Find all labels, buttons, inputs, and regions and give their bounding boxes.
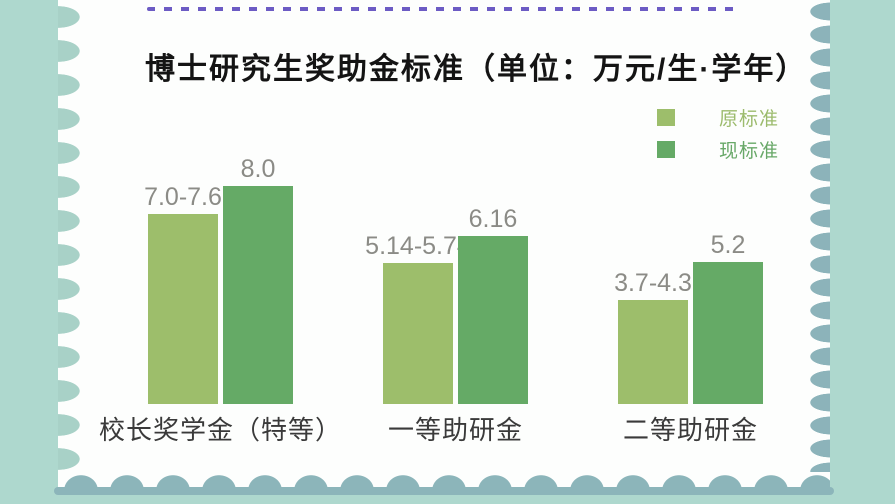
bar-group-1: 7.0-7.6 8.0 校长奖学金（特等） <box>99 0 341 504</box>
value-label-old-standard: 5.14-5.74 <box>365 232 471 260</box>
value-label-old-standard: 3.7-4.3 <box>614 269 692 297</box>
stamp-right-perforation <box>804 0 830 472</box>
chart-legend: 原标准 现标准 <box>657 106 779 170</box>
category-label: 二等助研金 <box>622 415 759 445</box>
bar-new-standard <box>223 186 293 404</box>
category-label: 一等助研金 <box>387 415 524 445</box>
value-label-new-standard: 8.0 <box>240 155 276 183</box>
bar-group-3: 3.7-4.3 5.2 二等助研金 <box>614 0 763 504</box>
stamp-bottom-scallop-line <box>54 487 834 495</box>
legend-item-old-standard: 原标准 <box>657 106 780 130</box>
legend-label-old-standard: 原标准 <box>719 108 780 130</box>
bar-new-standard <box>458 236 528 404</box>
legend-swatch-new-standard <box>657 140 675 158</box>
bar-new-standard <box>693 262 763 404</box>
dashed-divider <box>147 7 737 11</box>
value-label-new-standard: 5.2 <box>710 231 746 259</box>
chart-title: 博士研究生奖助金标准（单位：万元/生·学年） <box>145 53 808 86</box>
stamp-left-perforation <box>58 0 84 470</box>
legend-item-new-standard: 现标准 <box>657 138 780 162</box>
bar-old-standard <box>148 214 218 404</box>
legend-label-new-standard: 现标准 <box>719 140 780 162</box>
bar-old-standard <box>383 263 453 404</box>
stamp-bottom-scallop <box>58 474 830 490</box>
bar-group-2: 5.14-5.74 6.16 一等助研金 <box>365 0 528 504</box>
value-label-old-standard: 7.0-7.6 <box>144 183 222 211</box>
value-label-new-standard: 6.16 <box>468 205 518 233</box>
legend-swatch-old-standard <box>657 108 675 126</box>
category-label: 校长奖学金（特等） <box>98 415 343 445</box>
bar-old-standard <box>618 300 688 404</box>
